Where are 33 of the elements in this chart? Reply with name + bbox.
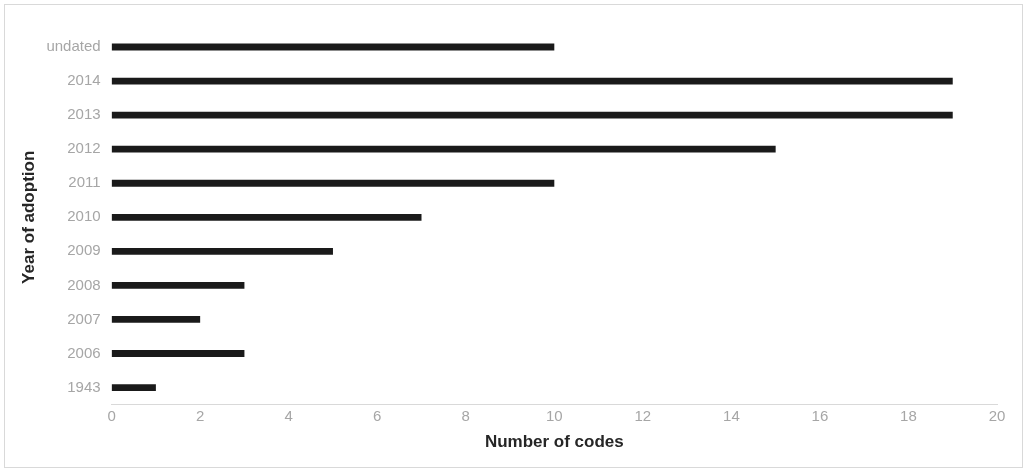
y-axis-title: Year of adoption [18, 150, 38, 284]
x-tick-label: 2 [195, 406, 205, 424]
bar [111, 145, 776, 153]
x-tick-label: 10 [545, 406, 563, 424]
y-tick-label: 1943 [67, 377, 101, 395]
x-tick-label: 18 [900, 406, 917, 424]
x-tick-label: 4 [284, 406, 293, 424]
y-tick-label: 2008 [67, 275, 101, 293]
bar [111, 316, 201, 323]
x-tick-label: 20 [988, 406, 1006, 424]
x-tick-label: 8 [461, 406, 470, 424]
bar [111, 179, 555, 187]
y-tick-label: 2007 [67, 309, 101, 327]
y-tick-label: 2009 [67, 241, 101, 259]
x-axis-title: Number of codes [484, 432, 624, 452]
x-tick-label: 0 [107, 406, 116, 424]
bar [111, 282, 245, 289]
x-tick-label: 6 [373, 406, 382, 424]
bar [111, 350, 245, 357]
y-tick-label: 2012 [67, 139, 101, 157]
x-tick-label: 12 [634, 406, 652, 424]
bar [111, 247, 333, 255]
bar [111, 111, 953, 119]
x-tick-label: 16 [811, 406, 829, 424]
bar [111, 213, 422, 221]
y-tick-label: 2014 [67, 71, 101, 89]
x-tick-label: 14 [723, 406, 740, 424]
y-tick-label: 2011 [68, 173, 101, 191]
y-tick-label: 2013 [67, 105, 101, 123]
bar [111, 384, 156, 391]
y-tick-label: undated [46, 37, 101, 55]
y-tick-label: 2006 [67, 343, 101, 361]
y-tick-label: 2010 [67, 207, 101, 225]
